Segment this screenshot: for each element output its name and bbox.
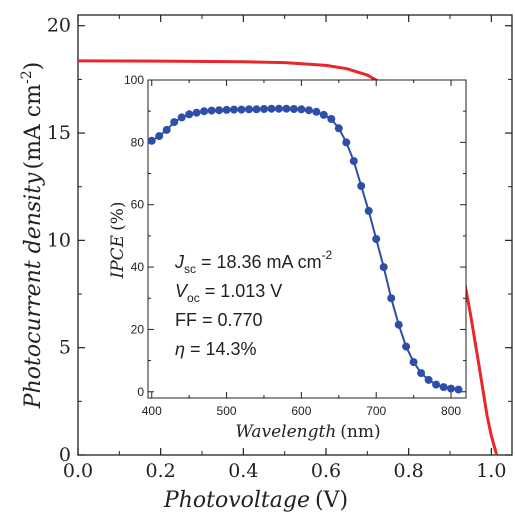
- ipce-data-point: [170, 118, 179, 127]
- y-tick-label: 10: [47, 229, 71, 251]
- x-tick-label: 0.2: [146, 460, 176, 482]
- ipce-data-point: [289, 105, 298, 113]
- annotation-jsc: Jsc = 18.36 mA cm-2: [174, 248, 333, 276]
- ipce-data-point: [207, 106, 216, 115]
- inset-y-tick-label: 60: [131, 198, 145, 212]
- ipce-data-point: [222, 105, 231, 114]
- ipce-data-point: [372, 235, 381, 243]
- main-ticks: [77, 15, 512, 456]
- ipce-data-point: [252, 105, 261, 114]
- inset-y-tick-label: 100: [124, 73, 144, 87]
- ipce-data-point: [230, 105, 238, 114]
- ipce-data-point: [402, 342, 411, 351]
- inset-y-axis-label: IPCE(%): [108, 202, 128, 280]
- y-tick-label: 5: [59, 337, 71, 359]
- inset-y-tick-label: 40: [131, 260, 145, 274]
- inset-x-axis-label: Wavelength (nm): [235, 422, 380, 442]
- ipce-data-point: [327, 115, 336, 123]
- ipce-data-point: [357, 182, 366, 190]
- inset-x-tick-label: 700: [366, 404, 386, 418]
- ipce-data-point: [349, 157, 358, 166]
- x-tick-label: 0.8: [394, 460, 424, 482]
- ipce-data-point: [342, 138, 351, 147]
- ipce-data-point: [245, 105, 253, 114]
- inset-tick-labels: 400 500 600 700 800 0 20 40 60 80 100: [124, 73, 461, 418]
- ipce-data-point: [439, 383, 448, 392]
- ipce-data-point: [447, 384, 455, 393]
- ipce-data-point: [364, 206, 373, 215]
- ipce-data-point: [334, 124, 343, 133]
- annotation-voc: Voc = 1.013 V: [175, 281, 282, 305]
- ipce-data-point: [379, 263, 388, 272]
- inset-y-tick-label: 0: [137, 385, 144, 399]
- ipce-data-point: [417, 369, 426, 378]
- performance-annotations: Jsc = 18.36 mA cm-2 Voc = 1.013 V FF = 0…: [174, 248, 333, 359]
- ipce-data-point: [192, 108, 201, 117]
- y-axis-label: Photocurrent density(mA cm-2): [19, 62, 46, 409]
- inset-y-tick-label: 80: [131, 135, 145, 149]
- annotation-eta: η = 14.3%: [175, 339, 257, 359]
- ipce-data-point: [185, 110, 194, 119]
- y-tick-label: 20: [47, 15, 71, 37]
- ipce-data-point: [147, 136, 156, 145]
- ipce-data-point: [409, 358, 418, 367]
- ipce-data-point: [274, 104, 283, 113]
- ipce-data-point: [215, 106, 224, 115]
- ipce-data-point: [432, 380, 441, 389]
- main-tick-labels: 0.0 0.2 0.4 0.6 0.8 1.0 0 5 10 15 20: [47, 15, 507, 482]
- ipce-data-point: [162, 125, 171, 134]
- ipce-data-point: [155, 132, 164, 141]
- ipce-data-point: [387, 294, 396, 303]
- x-axis-label: Photovoltage (V): [163, 488, 348, 513]
- inset-x-tick-label: 500: [217, 404, 237, 418]
- ipce-data-point: [424, 375, 433, 384]
- ipce-data-point: [297, 105, 306, 114]
- x-tick-label: 0.4: [228, 460, 258, 482]
- ipce-data-point: [282, 104, 291, 113]
- main-plot-frame: [77, 14, 513, 456]
- ipce-data-point: [319, 110, 328, 119]
- ipce-data-point: [260, 105, 268, 113]
- ipce-data-point: [454, 385, 463, 394]
- inset-y-tick-label: 20: [131, 322, 145, 336]
- inset-x-tick-label: 800: [441, 404, 461, 418]
- ipce-data-point: [237, 105, 246, 114]
- y-tick-label: 15: [47, 122, 71, 144]
- x-tick-label: 0.0: [63, 460, 93, 482]
- ipce-data-point: [200, 107, 209, 116]
- annotation-ff: FF = 0.770: [175, 310, 263, 330]
- inset-x-tick-label: 400: [142, 404, 162, 418]
- inset-ticks: [148, 79, 466, 398]
- x-tick-label: 1.0: [476, 460, 506, 482]
- ipce-data-point: [312, 107, 321, 116]
- ipce-points: [147, 104, 463, 394]
- ipce-data-point: [267, 104, 276, 113]
- ipce-data-point: [304, 106, 313, 115]
- ipce-data-point: [394, 320, 403, 329]
- inset-plot-frame: [147, 79, 467, 399]
- ipce-data-point: [177, 113, 186, 122]
- inset-x-tick-label: 600: [291, 404, 311, 418]
- x-tick-label: 0.6: [311, 460, 341, 482]
- y-tick-label: 0: [59, 444, 71, 466]
